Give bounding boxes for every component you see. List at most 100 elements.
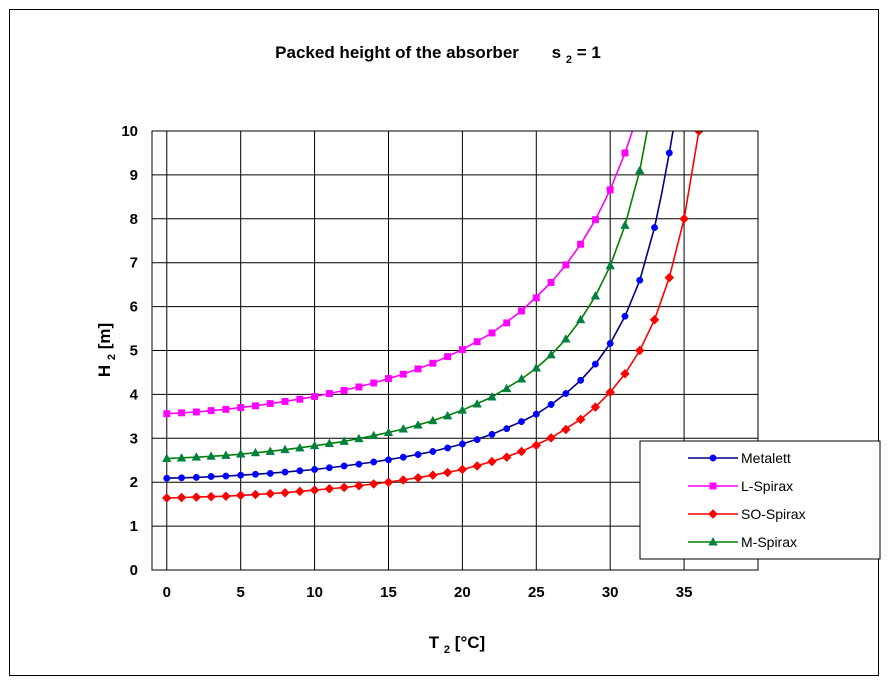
data-point-metalett xyxy=(547,401,555,408)
data-point-m-spirax xyxy=(561,334,571,343)
y-tick-label: 5 xyxy=(130,343,138,360)
data-point-m-spirax xyxy=(176,453,187,462)
data-point-m-spirax xyxy=(280,444,290,454)
data-point-m-spirax xyxy=(368,430,379,440)
chart-title-s-symbol: s xyxy=(552,43,561,62)
y-tick-label: 9 xyxy=(130,167,138,184)
data-point-so-spirax xyxy=(501,452,512,463)
data-point-l-spirax xyxy=(577,240,585,248)
y-tick-label: 8 xyxy=(130,211,138,228)
data-point-m-spirax xyxy=(162,453,172,462)
data-point-m-spirax xyxy=(472,399,482,408)
data-point-metalett xyxy=(281,468,289,476)
legend-label: M-Spirax xyxy=(741,534,797,550)
data-point-l-spirax xyxy=(178,409,186,417)
data-point-metalett xyxy=(399,453,407,461)
data-point-m-spirax xyxy=(487,392,497,401)
data-point-l-spirax xyxy=(207,407,215,415)
chart-title: Packed height of the absorber s 2 = 1 xyxy=(275,43,601,67)
data-point-l-spirax xyxy=(547,279,555,286)
data-point-metalett xyxy=(266,469,274,477)
data-point-metalett xyxy=(532,410,540,418)
data-point-so-spirax xyxy=(457,464,468,475)
x-tick-label: 0 xyxy=(163,584,171,601)
y-axis-title-unit: [m] xyxy=(95,323,114,349)
data-point-so-spirax xyxy=(679,213,689,224)
data-point-metalett xyxy=(340,462,348,470)
data-point-l-spirax xyxy=(222,405,230,413)
x-tick-label: 5 xyxy=(237,584,245,601)
data-point-so-spirax xyxy=(413,472,423,483)
data-point-l-spirax xyxy=(532,294,540,302)
data-point-metalett xyxy=(355,460,363,468)
data-point-so-spirax xyxy=(442,467,453,478)
x-tick-label: 30 xyxy=(602,584,619,601)
x-axis-title-symbol: T xyxy=(429,633,440,652)
y-tick-label: 0 xyxy=(130,562,138,579)
data-point-so-spirax xyxy=(620,368,630,379)
data-point-l-spirax xyxy=(340,386,348,394)
data-point-m-spirax xyxy=(531,363,542,372)
data-point-m-spirax xyxy=(516,374,527,383)
data-point-m-spirax xyxy=(191,452,202,461)
data-point-m-spirax xyxy=(620,220,630,229)
data-point-so-spirax xyxy=(383,477,394,488)
series-points-metalett xyxy=(163,149,673,482)
legend-swatch-marker xyxy=(709,454,717,462)
series-points-l-spirax xyxy=(163,149,629,418)
x-tick-labels: 0 5 10 15 20 25 30 35 xyxy=(163,584,693,601)
plot-border xyxy=(151,130,759,571)
data-point-metalett xyxy=(562,390,570,397)
data-point-metalett xyxy=(518,418,525,426)
y-axis-title: H 2 [m] xyxy=(95,323,119,377)
data-point-metalett xyxy=(370,458,378,466)
data-point-metalett xyxy=(252,470,259,478)
data-point-metalett xyxy=(163,474,171,482)
x-axis-title-unit: [°C] xyxy=(455,633,485,652)
x-tick-label: 10 xyxy=(306,584,323,601)
data-point-so-spirax xyxy=(575,414,586,425)
data-point-metalett xyxy=(577,376,585,384)
data-point-metalett xyxy=(591,360,599,368)
data-point-so-spirax xyxy=(191,492,202,502)
data-point-l-spirax xyxy=(518,307,525,315)
data-point-so-spirax xyxy=(487,456,497,467)
data-point-so-spirax xyxy=(250,489,261,500)
series-points-so-spirax xyxy=(161,131,704,503)
data-point-so-spirax xyxy=(634,345,645,356)
data-point-m-spirax xyxy=(502,383,512,393)
data-point-metalett xyxy=(473,436,481,444)
y-tick-label: 2 xyxy=(130,474,138,491)
data-point-so-spirax xyxy=(280,487,290,498)
data-point-m-spirax xyxy=(206,451,216,460)
y-tick-label: 4 xyxy=(130,386,139,403)
data-point-m-spirax xyxy=(590,291,601,300)
data-point-so-spirax xyxy=(221,491,231,502)
data-point-metalett xyxy=(178,474,186,482)
data-point-so-spirax xyxy=(649,314,660,325)
data-point-m-spirax xyxy=(575,314,586,324)
data-point-l-spirax xyxy=(355,383,363,391)
data-point-m-spirax xyxy=(354,433,364,443)
legend-entry-m-spirax: M-Spirax xyxy=(688,534,797,550)
data-point-so-spirax xyxy=(398,475,409,485)
data-point-so-spirax xyxy=(516,446,527,457)
data-point-l-spirax xyxy=(473,338,481,346)
data-point-metalett xyxy=(207,473,215,480)
data-point-l-spirax xyxy=(488,329,496,337)
data-point-so-spirax xyxy=(176,492,187,503)
legend-swatch-marker xyxy=(709,482,717,490)
data-point-m-spirax xyxy=(635,165,645,174)
legend-entry-l-spirax: L-Spirax xyxy=(688,478,793,494)
data-point-l-spirax xyxy=(296,395,304,403)
data-point-l-spirax xyxy=(562,261,570,269)
data-point-m-spirax xyxy=(383,427,394,437)
x-tick-label: 20 xyxy=(454,584,471,601)
data-point-l-spirax xyxy=(503,319,511,327)
data-point-l-spirax xyxy=(591,216,599,224)
data-point-m-spirax xyxy=(413,420,423,429)
data-point-metalett xyxy=(385,456,392,464)
data-point-m-spirax xyxy=(250,447,261,457)
legend-entry-metalett: Metalett xyxy=(688,450,791,466)
legend: Metalett L-Spirax SO-Spirax M-Spirax xyxy=(639,440,881,560)
